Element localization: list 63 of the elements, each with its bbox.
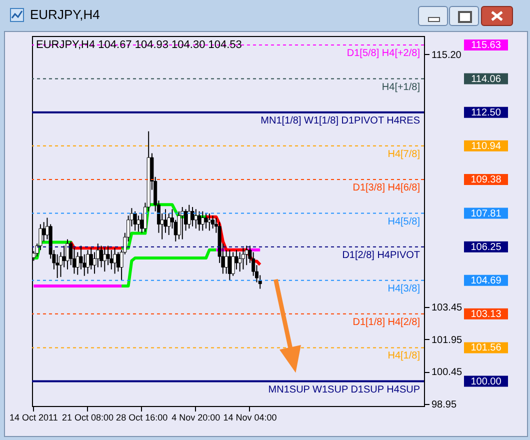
- ref-line-label: H4[5/8]: [388, 216, 420, 228]
- candlestick: [231, 252, 235, 276]
- x-tick-label: 21 Oct 08:00: [62, 412, 114, 422]
- text: 106.25: [470, 242, 502, 253]
- x-tick-label: 28 Oct 16:00: [116, 412, 168, 422]
- y-tick-label: 115.20: [432, 50, 462, 61]
- candlestick: [113, 247, 117, 274]
- line-series: [120, 248, 218, 288]
- text: 114.06: [471, 74, 502, 85]
- candlestick: [102, 247, 106, 272]
- ref-line-label: MN1[1/8] W1[1/8] D1PIVOT H4RES: [260, 115, 420, 126]
- ref-line-label: MN1SUP W1SUP D1SUP H4SUP: [268, 384, 420, 396]
- candlestick: [42, 222, 46, 242]
- y-tick-label: 103.45: [432, 302, 463, 314]
- x-tick-label: 14 Nov 04:00: [223, 412, 277, 422]
- candlestick: [177, 210, 181, 240]
- candlestick: [244, 245, 248, 266]
- chart-title: EURJPY,H4: [30, 7, 100, 22]
- candlestick: [167, 212, 171, 236]
- candlestick: [89, 247, 93, 270]
- candlestick: [136, 215, 140, 232]
- candlestick: [133, 210, 137, 232]
- candlestick: [194, 208, 198, 230]
- x-tick-label: 4 Nov 20:00: [172, 412, 220, 422]
- candlestick: [211, 215, 215, 230]
- text: 104.69: [470, 275, 502, 286]
- candlestick: [106, 245, 110, 266]
- text: 112.50: [471, 107, 502, 118]
- candlestick: [56, 254, 60, 279]
- candlestick: [238, 252, 242, 272]
- candlestick: [234, 250, 238, 270]
- candlestick: [241, 247, 245, 270]
- x-tick-label: 14 Oct 2011: [10, 412, 58, 422]
- candlestick: [200, 210, 204, 232]
- text: 115.63: [471, 40, 502, 52]
- candlestick: [198, 210, 202, 232]
- text: 100.00: [470, 376, 502, 388]
- ref-line-label: D1[2/8] H4PIVOT: [342, 250, 420, 261]
- ref-line-label: H4[3/8]: [388, 283, 420, 294]
- text: 107.81: [470, 208, 502, 220]
- text: 103.13: [470, 308, 502, 320]
- ref-line-label: H4[7/8]: [388, 148, 420, 160]
- candlestick: [100, 245, 104, 268]
- ref-line-label: H4[1/8]: [388, 350, 420, 362]
- candlestick: [190, 206, 194, 227]
- ref-line-label: H4[+1/8]: [382, 82, 420, 93]
- ref-line-label: D1[3/8] H4[6/8]: [352, 182, 420, 194]
- text: 101.56: [470, 342, 502, 354]
- y-tick-label: 98.95: [432, 399, 457, 410]
- candlestick: [110, 250, 114, 270]
- y-tick-label: 100.45: [432, 367, 463, 378]
- candlestick: [208, 212, 212, 232]
- candlestick: [62, 245, 66, 268]
- text: 109.38: [470, 174, 502, 186]
- candlestick: [66, 238, 70, 270]
- y-tick-label: 101.95: [432, 334, 463, 346]
- candlestick: [86, 250, 90, 274]
- chart-subtitle: EURJPY,H4 104.67 104.93 104.30 104.53: [36, 39, 242, 51]
- ref-line-label: D1[5/8] H4[+2/8]: [346, 48, 420, 60]
- candlestick: [224, 250, 228, 274]
- candlestick: [204, 212, 208, 230]
- text: 110.94: [471, 140, 502, 152]
- ref-line-label: D1[1/8] H4[2/8]: [352, 316, 420, 328]
